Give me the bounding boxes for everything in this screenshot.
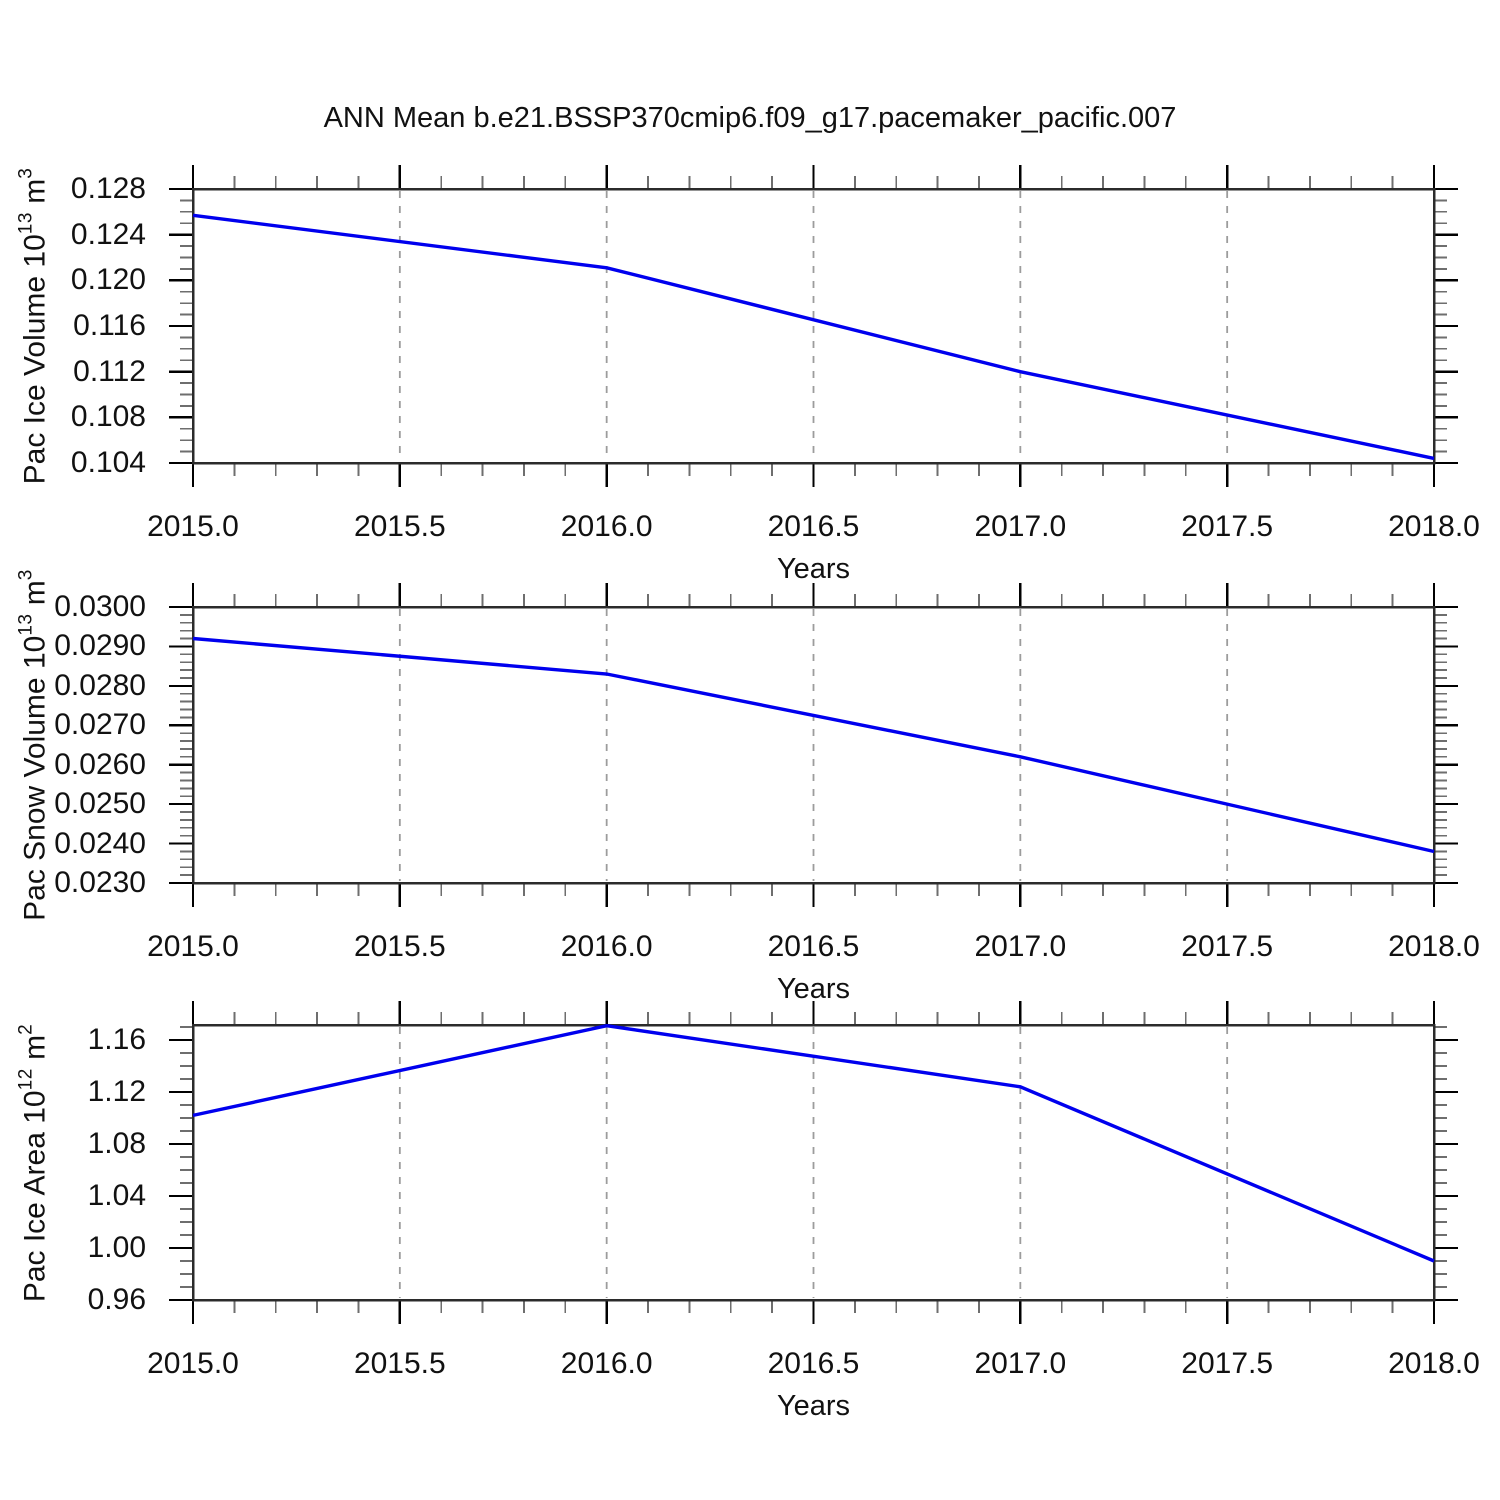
y-axis-title: Pac Snow Volume 1013 m3 — [16, 569, 53, 921]
x-tick-label: 2018.0 — [1388, 510, 1480, 543]
y-axis-title: Pac Ice Volume 1013 m3 — [16, 168, 53, 485]
y-tick-label: 0.0250 — [54, 787, 146, 821]
data-line-pac-ice-volume — [192, 213, 1435, 461]
x-tick-label: 2015.0 — [147, 1347, 239, 1380]
major-ticks — [169, 165, 1458, 487]
gridlines — [398, 191, 1229, 461]
gridlines — [398, 609, 1229, 881]
y-tick-label: 1.12 — [87, 1074, 146, 1108]
y-axis-title-text: m — [18, 178, 52, 213]
y-axis-title-superscript: 13 — [15, 613, 37, 636]
minor-ticks — [180, 176, 1447, 476]
y-axis-title-text: Pac Ice Volume 10 — [18, 234, 52, 485]
x-tick-label: 2018.0 — [1388, 930, 1480, 963]
y-tick-label: 0.0240 — [54, 826, 146, 860]
y-tick-label: 0.96 — [87, 1283, 146, 1316]
x-tick-label: 2017.5 — [1181, 1347, 1274, 1380]
y-tick-label: 0.112 — [73, 354, 146, 388]
y-tick-label: 0.108 — [70, 400, 146, 434]
major-ticks — [169, 1001, 1458, 1324]
x-tick-label: 2015.0 — [147, 510, 239, 543]
data-line-pac-ice-area — [192, 1023, 1435, 1263]
x-tick-label: 2016.0 — [560, 510, 653, 543]
y-axis-title-text: Pac Snow Volume 10 — [18, 635, 52, 921]
x-tick-label: 2016.5 — [767, 510, 860, 543]
x-tick-label: 2017.5 — [1181, 930, 1274, 963]
x-tick-label: 2017.0 — [974, 510, 1067, 543]
y-tick-label: 1.00 — [87, 1230, 146, 1264]
x-tick-label: 2016.5 — [767, 930, 860, 963]
y-tick-label: 1.08 — [87, 1126, 146, 1160]
x-tick-label: 2015.5 — [353, 1347, 446, 1380]
y-axis-title-text: m — [18, 580, 52, 614]
plot-frame — [191, 605, 1436, 885]
x-axis-title: Years — [776, 1390, 851, 1422]
y-axis-title-superscript: 3 — [15, 167, 37, 179]
y-tick-label: 0.0270 — [54, 708, 146, 742]
y-axis-title-superscript: 12 — [15, 1067, 37, 1090]
y-tick-label: 1.04 — [87, 1178, 146, 1212]
x-tick-label: 2016.5 — [767, 1347, 860, 1380]
y-tick-label: 1.16 — [87, 1022, 146, 1056]
y-tick-label: 0.0300 — [54, 590, 146, 623]
y-tick-label: 0.124 — [70, 217, 146, 251]
chart-title: ANN Mean b.e21.BSSP370cmip6.f09_g17.pace… — [323, 102, 1177, 134]
y-tick-label: 0.0280 — [54, 668, 146, 702]
minor-ticks — [180, 1012, 1447, 1313]
y-axis-title-superscript: 3 — [15, 569, 37, 581]
y-tick-label: 0.104 — [70, 446, 146, 479]
y-tick-label: 0.120 — [70, 263, 146, 297]
y-tick-label: 0.0230 — [54, 866, 146, 899]
data-line-pac-snow-volume — [192, 636, 1435, 854]
x-tick-label: 2015.5 — [353, 510, 446, 543]
x-tick-label: 2015.5 — [353, 930, 446, 963]
major-ticks — [169, 583, 1458, 907]
y-tick-label: 0.128 — [70, 172, 146, 205]
y-axis-title-text: Pac Ice Area 10 — [18, 1089, 52, 1302]
y-tick-label: 0.0290 — [54, 629, 146, 663]
plot-frame — [191, 1023, 1436, 1302]
y-tick-label: 0.116 — [73, 309, 146, 342]
x-tick-label: 2018.0 — [1388, 1347, 1480, 1380]
y-axis-title-superscript: 13 — [15, 212, 37, 235]
y-axis-title-text: m — [18, 1034, 52, 1068]
x-axis-title: Years — [776, 553, 851, 585]
x-tick-label: 2015.0 — [147, 930, 239, 963]
x-tick-label: 2017.5 — [1181, 510, 1274, 543]
x-tick-label: 2016.0 — [560, 930, 653, 963]
plot-frame — [191, 187, 1436, 465]
y-axis-title-superscript: 2 — [15, 1023, 37, 1035]
gridlines — [398, 1027, 1229, 1298]
x-tick-label: 2016.0 — [560, 1347, 653, 1380]
minor-ticks — [180, 594, 1447, 896]
y-tick-label: 0.0260 — [54, 747, 146, 781]
x-tick-label: 2017.0 — [974, 1347, 1067, 1380]
x-tick-label: 2017.0 — [974, 930, 1067, 963]
y-axis-title: Pac Ice Area 1012 m2 — [16, 1023, 53, 1301]
x-axis-title: Years — [776, 973, 851, 1005]
